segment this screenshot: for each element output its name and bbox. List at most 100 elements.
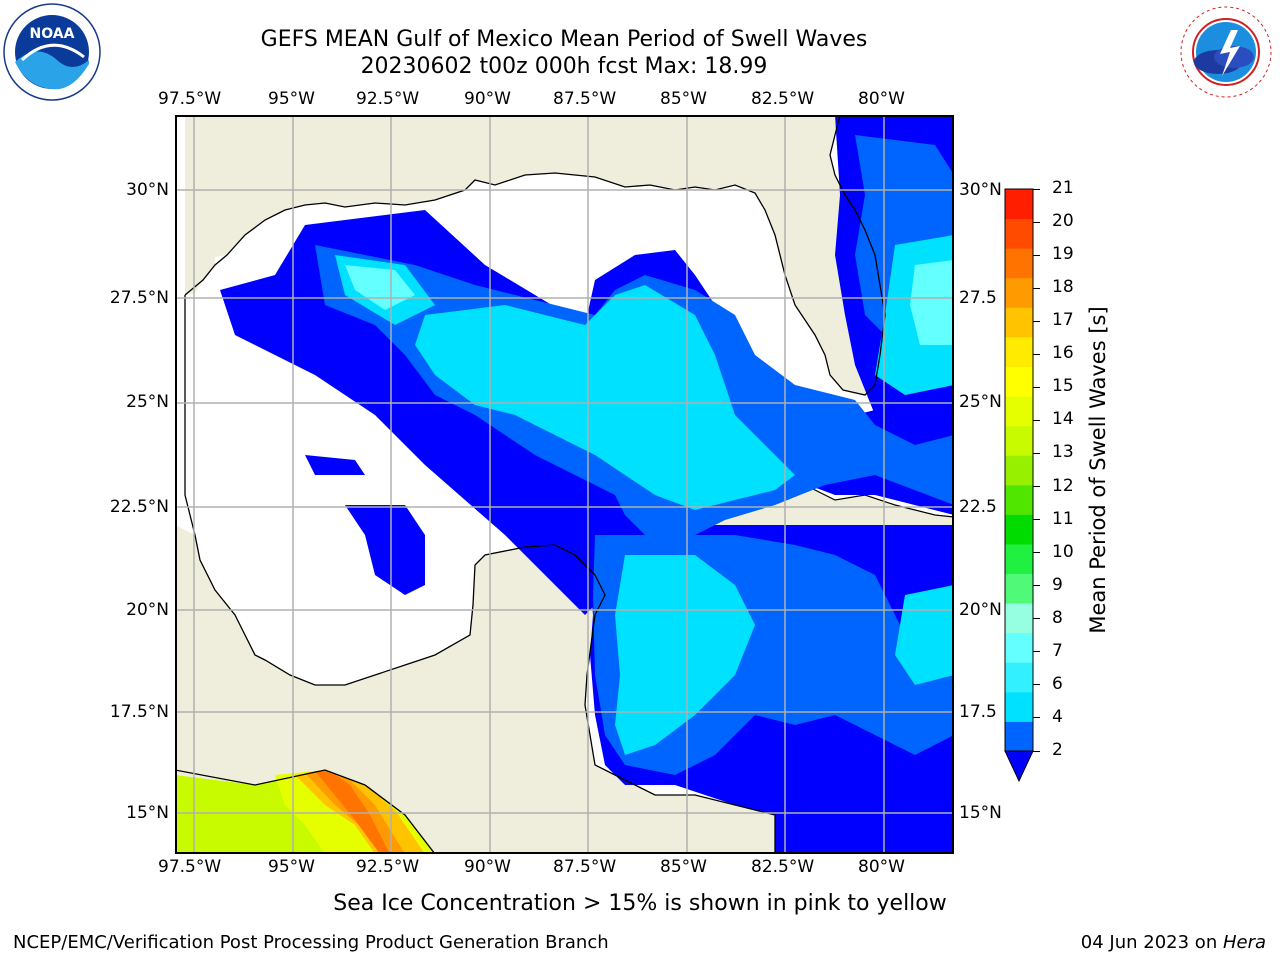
colorbar-tick-mark [1033,320,1040,322]
lat-tick-right: 22.5 [959,497,997,517]
lat-tick-right: 15°N [959,803,1002,823]
colorbar-tick-label: 13 [1052,442,1074,463]
nws-logo [1176,2,1276,102]
colorbar-tick-label: 17 [1052,310,1074,331]
colorbar-tick-label: 19 [1052,244,1074,265]
map-frame [175,115,954,854]
lon-tick-bottom: 92.5°W [356,857,420,877]
colorbar-tick-label: 8 [1052,607,1063,628]
lat-tick-left: 30°N [126,180,169,200]
colorbar-segment [1005,543,1033,575]
colorbar-tick-label: 16 [1052,343,1074,364]
colorbar-tick-label: 14 [1052,409,1074,430]
colorbar-tick-mark [1033,585,1040,587]
lon-tick-top: 82.5°W [751,89,815,109]
colorbar-tick-mark [1033,519,1040,521]
lat-tick-right: 25°N [959,392,1002,412]
colorbar-tick-mark [1033,386,1040,388]
colorbar-segment [1005,632,1033,663]
colorbar-tick-mark [1033,254,1040,256]
lon-tick-top: 90°W [464,89,511,109]
colorbar-tick-label: 15 [1052,376,1074,397]
colorbar-tick-label: 10 [1052,541,1074,562]
footer-left: NCEP/EMC/Verification Post Processing Pr… [13,932,609,953]
colorbar-tick-mark [1033,452,1040,454]
colorbar-under-extension [1004,750,1034,783]
colorbar-segment [1005,662,1033,693]
colorbar-segment [1005,455,1033,486]
colorbar-tick-mark [1033,419,1040,421]
map-panel [175,115,954,854]
colorbar-segment [1005,189,1033,220]
lon-tick-top: 95°W [268,89,315,109]
colorbar-tick-label: 2 [1052,740,1063,760]
colorbar-segment [1005,336,1033,367]
svg-text:NOAA: NOAA [30,26,75,42]
colorbar-frame [1004,188,1034,752]
colorbar-tick-mark [1033,188,1040,190]
lat-tick-left: 22.5°N [109,497,169,517]
lon-tick-top: 87.5°W [553,89,617,109]
lon-tick-top: 85°W [660,89,707,109]
lat-tick-right: 17.5 [959,702,997,722]
colorbar [1000,185,1040,785]
colorbar-tick-label: 7 [1052,640,1063,661]
lat-tick-left: 27.5°N [109,288,169,308]
colorbar-tick-label: 9 [1052,574,1063,595]
footer-date: 04 Jun 2023 on [1080,932,1223,953]
colorbar-tick-label: 20 [1052,211,1074,232]
colorbar-tick-mark [1033,486,1040,488]
colorbar-segment [1005,425,1033,456]
colorbar-segment [1005,603,1033,634]
lat-tick-right: 20°N [959,600,1002,620]
colorbar-segment [1005,514,1033,545]
lat-tick-left: 15°N [126,803,169,823]
lon-tick-top: 92.5°W [356,89,420,109]
lon-tick-bottom: 87.5°W [553,857,617,877]
colorbar-tick-mark [1033,287,1040,289]
colorbar-segment [1005,248,1033,279]
lat-tick-right: 30°N [959,180,1002,200]
lon-tick-bottom: 95°W [268,857,315,877]
colorbar-tick-label: 6 [1052,673,1063,694]
lat-tick-left: 20°N [126,600,169,620]
colorbar-segment [1005,218,1033,249]
colorbar-segment [1005,277,1033,308]
colorbar-tick-mark [1033,750,1040,752]
lat-tick-left: 17.5°N [109,702,169,722]
colorbar-tick-mark [1033,618,1040,620]
lon-tick-bottom: 97.5°W [158,857,222,877]
colorbar-tick-label: 18 [1052,277,1074,298]
lon-tick-top: 80°W [858,89,905,109]
sea-ice-caption: Sea Ice Concentration > 15% is shown in … [333,891,947,916]
colorbar-tick-mark [1033,684,1040,686]
colorbar-tick-mark [1033,353,1040,355]
colorbar-tick-label: 21 [1052,178,1074,198]
colorbar-tick-label: 12 [1052,475,1074,496]
colorbar-segment [1005,691,1033,722]
lon-tick-bottom: 90°W [464,857,511,877]
colorbar-segment [1005,484,1033,515]
lon-tick-bottom: 80°W [858,857,905,877]
colorbar-segment [1005,573,1033,604]
chart-title: GEFS MEAN Gulf of Mexico Mean Period of … [260,27,868,52]
lon-tick-bottom: 82.5°W [751,857,815,877]
colorbar-tick-mark [1033,221,1040,223]
colorbar-tick-mark [1033,651,1040,653]
colorbar-tick-mark [1033,717,1040,719]
lon-tick-top: 97.5°W [158,89,222,109]
colorbar-tick-label: 11 [1052,508,1074,529]
noaa-logo: NOAA [2,2,102,102]
colorbar-segment [1005,721,1033,752]
lon-tick-bottom: 85°W [660,857,707,877]
lat-tick-right: 27.5 [959,288,997,308]
footer-host: Hera [1222,932,1266,953]
footer-right: 04 Jun 2023 on Hera [1081,932,1266,953]
colorbar-tick-mark [1033,552,1040,554]
colorbar-segment [1005,307,1033,338]
graticule [175,115,954,854]
lat-tick-left: 25°N [126,392,169,412]
colorbar-segment [1005,396,1033,427]
pacific-high-period-region [175,770,435,854]
colorbar-segment [1005,366,1033,397]
